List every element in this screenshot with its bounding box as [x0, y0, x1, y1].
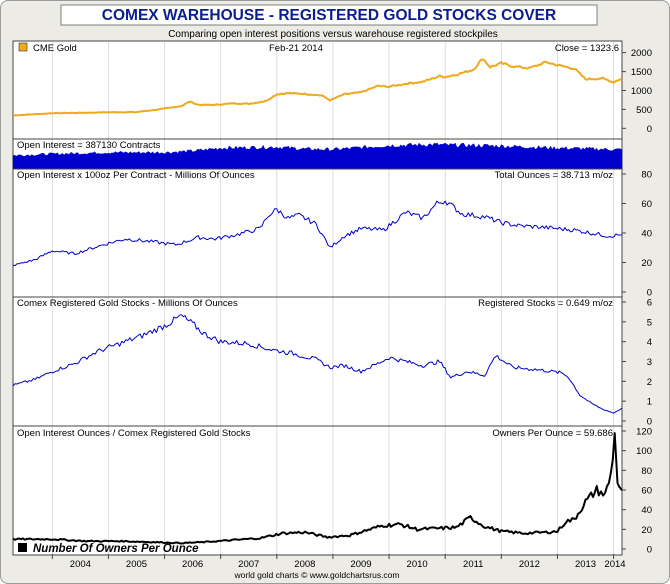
stocks-legend: Comex Registered Gold Stocks - Millions …: [17, 298, 238, 309]
y-tick-label: 0: [647, 288, 652, 299]
series-stocks-line: [12, 314, 623, 414]
ounces-legend: Open Interest x 100oz Per Contract - Mil…: [17, 170, 255, 181]
title-box: [60, 4, 598, 26]
y-tick-label: 5: [647, 317, 652, 328]
vertical-gridlines: [51, 42, 614, 554]
total-ounces-label: Total Ounces = 38.713 m/oz: [494, 170, 613, 181]
x-tick-label: 2013: [575, 559, 596, 570]
y-tick-label: 100: [636, 446, 652, 457]
price-close: Close = 1323.6: [555, 43, 619, 54]
series-owners-line: [12, 432, 623, 545]
y-tick-label: 1000: [631, 86, 652, 97]
x-tick-label: 2011: [463, 559, 483, 570]
y-tick-label: 1500: [631, 67, 652, 78]
series-marker-owners: [18, 543, 27, 552]
y-tick-label: 60: [641, 486, 652, 497]
chart-title: COMEX WAREHOUSE - REGISTERED GOLD STOCKS…: [102, 7, 556, 24]
series-open-interest-area: [12, 142, 623, 170]
owners-series-label: Number Of Owners Per Ounce: [33, 543, 199, 555]
y-tick-label: 20: [641, 525, 652, 536]
y-tick-label: 6: [647, 298, 652, 309]
legend-swatch-cme-gold: [18, 42, 28, 52]
plot-area: [12, 40, 623, 556]
y-tick-label: 80: [641, 170, 652, 181]
axis-layer: 2004 2005 2006 2007 2008 2009 2010 2011 2012 2013…: [13, 48, 652, 570]
series-price-line: [12, 58, 623, 117]
owners-per-ounce-label: Owners Per Ounce = 59.686: [492, 428, 613, 439]
y-tick-label: 4: [647, 337, 652, 348]
x-tick-label: 2008: [294, 559, 315, 570]
owners-legend: Open Interest Ounces / Comex Registered …: [17, 428, 251, 439]
y-tick-label: 2000: [631, 48, 652, 59]
y-tick-label: 500: [636, 105, 652, 116]
y-tick-label: 0: [647, 417, 652, 428]
price-legend: CME Gold: [33, 43, 77, 54]
x-tick-label: 2007: [238, 559, 259, 570]
x-tick-label: 2012: [519, 559, 540, 570]
registered-stocks-label: Registered Stocks = 0.649 m/oz: [478, 298, 613, 309]
x-tick-label: 2004: [70, 559, 91, 570]
chart-subtitle: Comparing open interest positions versus…: [168, 29, 498, 40]
series-oz-line: [12, 200, 623, 267]
x-tick-label: 2009: [350, 559, 371, 570]
x-tick-label: 2014: [604, 559, 625, 570]
y-tick-label: 1: [647, 397, 652, 408]
y-tick-label: 60: [641, 199, 652, 210]
y-tick-label: 40: [641, 505, 652, 516]
y-tick-label: 2: [647, 377, 652, 388]
x-tick-label: 2005: [126, 559, 147, 570]
y-tick-label: 20: [641, 258, 652, 269]
y-tick-label: 3: [647, 357, 652, 368]
y-tick-label: 40: [641, 229, 652, 240]
y-tick-label: 80: [641, 466, 652, 477]
y-tick-label: 0: [647, 124, 652, 135]
x-tick-label: 2010: [407, 559, 428, 570]
footer-credit: world gold charts © www.goldchartsrus.co…: [234, 570, 400, 580]
y-tick-label: 120: [636, 427, 652, 438]
x-tick-label: 2006: [182, 559, 203, 570]
price-date: Feb-21 2014: [269, 43, 323, 54]
open-interest-legend: Open Interest = 387130 Contracts: [17, 140, 161, 151]
y-tick-label: 0: [647, 545, 652, 556]
series-layer: [12, 58, 623, 545]
